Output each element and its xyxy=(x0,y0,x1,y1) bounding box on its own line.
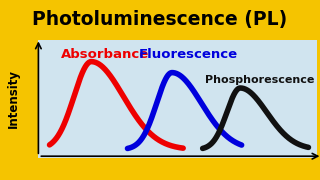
Text: Intensity: Intensity xyxy=(7,69,20,129)
Text: Fluorescence: Fluorescence xyxy=(139,48,238,61)
Text: Photoluminescence (PL): Photoluminescence (PL) xyxy=(32,10,288,29)
Text: Absorbance: Absorbance xyxy=(61,48,149,61)
Text: Phosphorescence: Phosphorescence xyxy=(205,75,315,85)
